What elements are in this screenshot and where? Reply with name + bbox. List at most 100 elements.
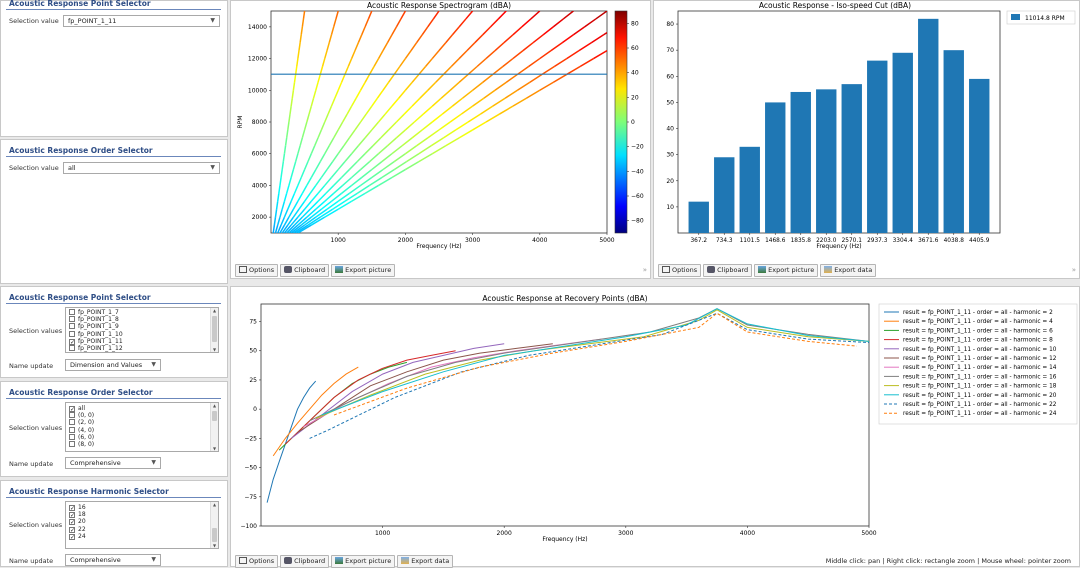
order-line-segment [361,26,366,36]
isospeed-legend-swatch [1011,14,1020,20]
scroll-down-icon[interactable]: ▼ [212,446,217,451]
recovery-series-line [266,380,317,503]
export-picture-button[interactable]: Export picture [754,264,819,277]
expand-arrows-icon[interactable]: » [1071,266,1076,274]
order-line-segment [539,81,554,91]
order-list-item[interactable]: (8, 0) [66,440,218,448]
export-picture-button[interactable]: Export picture [331,264,396,277]
checkbox-checked[interactable]: ✓ [69,512,76,520]
options-button[interactable]: Options [235,264,279,277]
clipboard-button[interactable]: Clipboard [703,264,753,277]
recovery-xlabel: Frequency (Hz) [542,536,587,543]
bottom-point-selector-rule [6,303,221,304]
order-line-segment [356,153,366,163]
harmonic-list-scrollbar[interactable]: ▲ ▼ [210,502,218,548]
x-tick-label: 4405.9 [969,238,990,244]
order-line-segment [348,129,356,139]
order-line-segment [294,153,299,162]
export-data-button[interactable]: Export data [397,555,454,568]
order-line-segment [304,216,317,226]
order-list-scrollbar[interactable]: ▲ ▼ [210,403,218,451]
order-line-segment [315,208,328,218]
order-line-segment [378,145,388,155]
order-line-segment [354,121,362,131]
order-line-segment [377,113,386,123]
scroll-up-icon[interactable]: ▲ [212,403,217,408]
spectrogram-figure[interactable]: Acoustic Response Spectrogram (dBA) 1000… [231,1,652,263]
harmonic-list-item[interactable]: ✓ 24 [66,533,218,540]
order-line-segment [372,137,382,147]
checkbox-checked[interactable]: ✓ [69,526,76,534]
options-button[interactable]: Options [658,264,702,277]
order-selection-dropdown[interactable]: all ▼ [63,162,220,174]
point-list-scrollbar[interactable]: ▲ ▼ [210,308,218,352]
harmonic-list-item[interactable]: ✓ 20 [66,518,218,527]
point-list-item[interactable]: ✓ fp_POINT_1_11 [66,338,218,345]
order-line-segment [328,137,335,147]
checkbox[interactable] [69,316,75,323]
point-name-update-dropdown[interactable]: Dimension and Values ▼ [65,359,161,371]
camera-icon [284,557,293,564]
order-name-update-label: Name update [9,460,54,468]
checkbox[interactable] [69,440,75,447]
harmonic-list-item[interactable]: ✓ 16 [66,504,218,512]
checkbox[interactable] [69,433,75,440]
checkbox[interactable] [69,419,75,426]
clipboard-button[interactable]: Clipboard [280,264,330,277]
checkbox-checked[interactable]: ✓ [69,519,76,527]
checkbox-checked[interactable]: ✓ [69,505,76,512]
order-line-segment [309,184,317,194]
checkbox-checked[interactable]: ✓ [69,406,76,413]
point-selector-rule [6,9,221,10]
harmonic-name-update-dropdown[interactable]: Comprehensive ▼ [65,554,161,566]
isospeed-figure[interactable]: Acoustic Response - Iso-speed Cut (dBA) … [654,1,1080,263]
options-button[interactable]: Options [235,555,279,568]
order-line-segment [552,18,564,28]
order-line-segment [360,161,371,171]
point-checklist[interactable]: fp_POINT_1_7 fp_POINT_1_8 fp_POINT_1_9 fp_P… [65,307,219,353]
order-line-segment [334,89,339,99]
point-selection-dropdown[interactable]: fp_POINT_1_11 ▼ [63,15,220,27]
export-picture-button[interactable]: Export picture [331,555,396,568]
order-line-segment [552,73,568,84]
checkbox[interactable] [69,426,75,433]
scroll-up-icon[interactable]: ▲ [212,308,217,313]
checkbox-checked[interactable]: ✓ [69,338,76,346]
point-list-item[interactable]: fp_POINT_1_12 [66,344,218,352]
scroll-down-icon[interactable]: ▼ [212,543,217,548]
checkbox[interactable] [69,330,75,337]
clipboard-button[interactable]: Clipboard [280,555,330,568]
order-list-item[interactable]: (0, 0) [66,412,218,419]
order-list-item[interactable]: (4, 0) [66,426,218,434]
checkbox[interactable] [69,323,75,330]
expand-arrows-icon[interactable]: » [642,266,647,274]
order-list-item[interactable]: (2, 0) [66,419,218,426]
point-list-item[interactable]: fp_POINT_1_9 [66,323,218,330]
order-list-item[interactable]: (6, 0) [66,433,218,441]
order-list-item[interactable]: ✓ all [66,405,218,413]
harmonic-list-item[interactable]: ✓ 18 [66,511,218,520]
checkbox[interactable] [69,412,75,419]
checkbox-checked[interactable]: ✓ [69,533,76,541]
checkbox[interactable] [69,344,75,351]
point-list-item[interactable]: fp_POINT_1_7 [66,309,218,316]
checkbox[interactable] [69,309,75,315]
harmonic-list-item[interactable]: ✓ 22 [66,526,218,533]
point-list-item[interactable]: fp_POINT_1_10 [66,330,218,338]
scroll-down-icon[interactable]: ▼ [212,347,217,352]
order-line-segment [281,201,286,210]
recovery-figure[interactable]: Acoustic Response at Recovery Points (dB… [231,287,1080,552]
order-line-segment [350,97,357,107]
legend-entry-label: result = fp_POINT_1_11 - order = all - h… [903,411,1057,417]
export-data-button[interactable]: Export data [820,264,877,277]
harmonic-checklist[interactable]: ✓ 16 ✓ 18 ✓ 20 ✓ 22 ✓ 24 ▲ ▼ [65,501,219,549]
order-line-segment [283,224,292,233]
x-tick-label: 2000 [497,530,512,537]
spectrogram-plot-area [270,10,608,234]
order-line-segment [512,26,523,36]
order-checklist[interactable]: ✓ all (0, 0) (2, 0) (4, 0) (6, 0) (8, 0) ▲ ▼ [65,402,219,452]
order-name-update-dropdown[interactable]: Comprehensive ▼ [65,457,161,469]
scroll-up-icon[interactable]: ▲ [212,502,217,507]
order-line-segment [319,208,334,218]
point-list-item[interactable]: fp_POINT_1_8 [66,316,218,323]
